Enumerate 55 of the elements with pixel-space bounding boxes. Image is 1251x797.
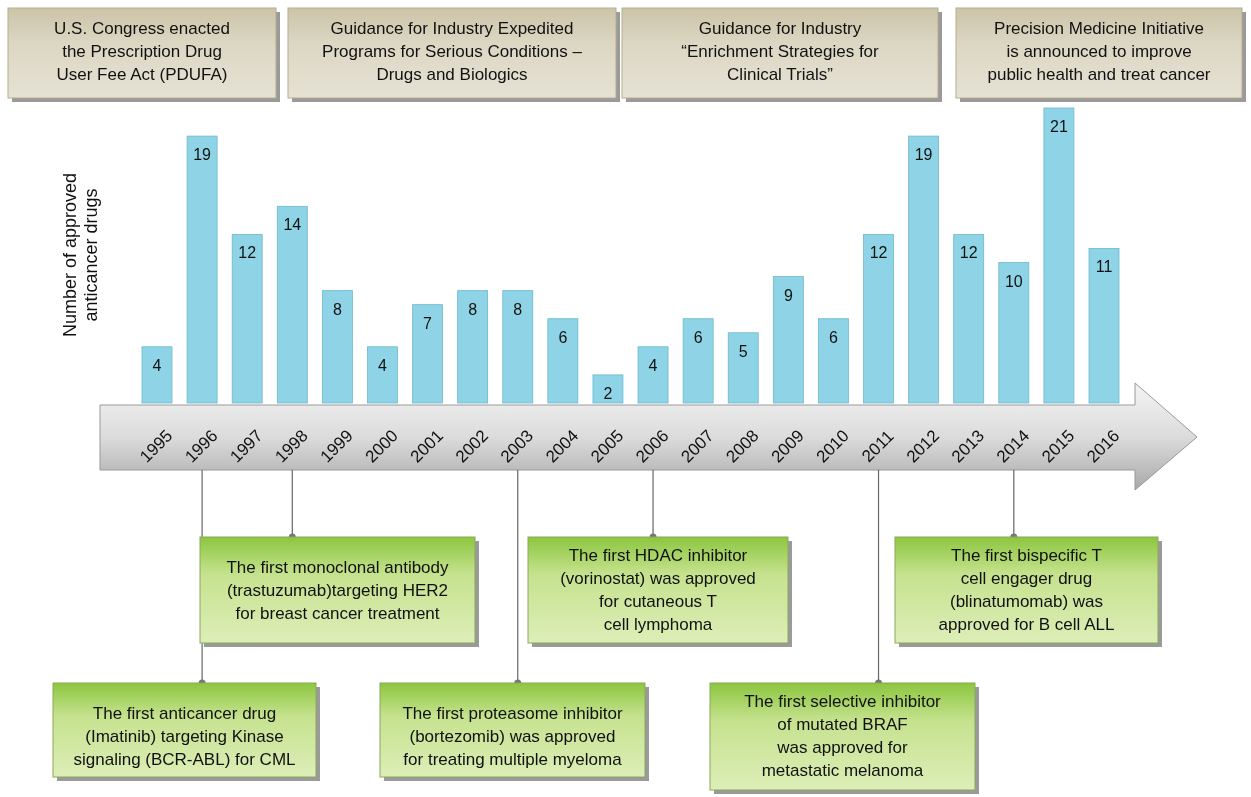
bar bbox=[592, 374, 624, 404]
text: The first anticancer drug (Imatinib) targeting Kinase signaling (BCR-ABL) for CML bbox=[73, 704, 296, 769]
bar bbox=[953, 234, 985, 404]
data-label: 10 bbox=[1004, 272, 1023, 290]
data-label: 5 bbox=[738, 342, 748, 360]
text: Guidance for Industry “Enrichment Strategies for Clinical Trials” bbox=[681, 19, 880, 84]
data-label: 6 bbox=[558, 328, 568, 346]
bar bbox=[412, 304, 443, 404]
text: The first selective inhibitor of mutated BRAF was approved for metastatic melanoma bbox=[744, 692, 942, 780]
data-label: 6 bbox=[828, 328, 838, 346]
data-label: 21 bbox=[1050, 118, 1068, 135]
data-label: 2 bbox=[603, 384, 613, 402]
text: Precision Medicine Initiative is announced to improve public health and treat cancer bbox=[987, 19, 1211, 84]
text: The first bispecific T cell engager drug (blinatumomab) was approved for B cell ALL bbox=[938, 546, 1115, 634]
bar bbox=[772, 276, 804, 404]
data-label: 12 bbox=[238, 244, 257, 262]
data-label: 19 bbox=[914, 146, 933, 164]
bar bbox=[186, 135, 218, 404]
data-label: 4 bbox=[648, 356, 658, 374]
bar bbox=[682, 318, 714, 404]
text: The first HDAC inhibitor (vorinostat) was approved for cutaneous T cell lymphoma bbox=[560, 546, 756, 634]
text: The first proteasome inhibitor (bortezomib) was approved for treating multiple myeloma bbox=[402, 704, 623, 769]
data-label: 12 bbox=[959, 244, 978, 262]
bar bbox=[367, 346, 398, 404]
bar bbox=[908, 135, 940, 404]
data-label: 4 bbox=[152, 356, 162, 374]
bar bbox=[727, 332, 759, 404]
bar bbox=[141, 346, 173, 404]
data-label: 4 bbox=[378, 356, 388, 374]
text: U.S. Congress enacted the Prescription Drug User Fee Act (PDUFA) bbox=[54, 19, 230, 84]
text: The first monoclonal antibody (trastuzumab)targeting HER2 for breast cancer treatment bbox=[226, 558, 450, 623]
y-axis-title: Number of approved anticancer drugs bbox=[60, 172, 101, 338]
bar bbox=[637, 346, 669, 404]
data-label: 12 bbox=[869, 244, 888, 262]
bar bbox=[231, 234, 263, 404]
bar bbox=[998, 262, 1030, 404]
bar bbox=[818, 318, 849, 404]
bar bbox=[863, 234, 894, 404]
data-label: 8 bbox=[468, 300, 478, 318]
data-label: 9 bbox=[783, 286, 793, 304]
data-label: 14 bbox=[283, 216, 302, 234]
bar bbox=[276, 205, 308, 404]
data-label: 8 bbox=[332, 300, 342, 318]
text: Guidance for Industry Expedited Programs for Serious Conditions – Drugs and Biologics bbox=[322, 19, 583, 84]
data-label: 19 bbox=[193, 146, 212, 164]
bar bbox=[457, 290, 489, 404]
data-label: 6 bbox=[693, 328, 703, 346]
bar bbox=[502, 290, 534, 404]
data-label: 7 bbox=[423, 314, 433, 332]
data-label: 11 bbox=[1095, 258, 1113, 276]
bar bbox=[547, 318, 579, 404]
bar bbox=[1043, 107, 1075, 404]
bar bbox=[1088, 248, 1120, 404]
bar bbox=[321, 290, 353, 404]
data-label: 8 bbox=[513, 300, 523, 318]
